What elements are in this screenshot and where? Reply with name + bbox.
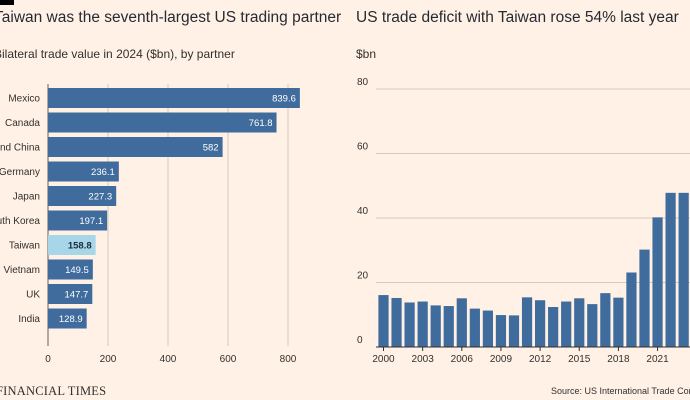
value-label: 839.6 [272, 94, 296, 105]
bar [600, 293, 611, 347]
x-tick-label: 400 [160, 354, 177, 365]
bar [574, 298, 585, 347]
bar [48, 235, 96, 255]
bar [48, 88, 300, 108]
bar [535, 300, 546, 347]
right-chart-title: US trade deficit with Taiwan rose 54% la… [356, 9, 679, 26]
bar [587, 304, 598, 347]
bar [495, 315, 507, 347]
trade-partners-bar-chart: 0 200 400 600 800 Mexico 839.6 Canada 761.8 Mainl… [0, 84, 300, 365]
value-label: 197.1 [79, 216, 103, 227]
bar [48, 161, 119, 182]
value-label: 236.1 [91, 167, 115, 178]
bar [613, 297, 624, 347]
bar [652, 217, 663, 347]
category-label: India [18, 314, 40, 325]
y-tick-label: 0 [357, 335, 363, 346]
bar [561, 301, 572, 347]
bar [626, 272, 637, 347]
source-note: Source: US International Trade Com [551, 386, 690, 396]
bar [482, 310, 493, 347]
x-tick-label: 2009 [490, 354, 513, 365]
x-tick-label: 200 [100, 354, 117, 365]
bar [48, 137, 223, 157]
bar [508, 315, 520, 347]
value-label: 147.7 [65, 290, 89, 301]
category-label: Mexico [8, 94, 40, 105]
right-chart-ylabel: $bn [356, 47, 377, 61]
x-tick-label: 2003 [412, 354, 435, 365]
x-tick-label: 800 [280, 354, 297, 365]
ft-corner-mark [0, 0, 14, 5]
y-tick-label: 60 [357, 142, 369, 153]
ft-logo-text: FINANCIAL TIMES [0, 384, 107, 398]
x-tick-label: 2006 [451, 354, 474, 365]
value-label: 582 [203, 143, 219, 154]
category-label: South Korea [0, 216, 40, 227]
bar [48, 112, 277, 133]
bar [469, 308, 480, 347]
bar [443, 306, 454, 347]
x-tick-label: 2000 [372, 354, 395, 365]
left-chart-subtitle: Bilateral trade value in 2024 ($bn), by … [0, 47, 235, 61]
value-label: 158.8 [68, 241, 92, 252]
category-label: Vietnam [3, 265, 40, 276]
bar [378, 295, 389, 347]
y-tick-label: 80 [357, 77, 369, 88]
bar [48, 308, 87, 329]
bar [48, 259, 93, 280]
y-tick-label: 40 [357, 206, 369, 217]
left-chart-title: Taiwan was the seventh-largest US tradin… [0, 9, 342, 26]
x-tick-label: 600 [220, 354, 237, 365]
value-label: 149.5 [65, 265, 89, 276]
category-label: Japan [13, 192, 40, 203]
value-label: 227.3 [88, 192, 112, 203]
category-label: Germany [0, 167, 40, 178]
category-label: Canada [5, 118, 40, 129]
bar [456, 298, 467, 347]
bar [665, 192, 676, 347]
category-label: UK [26, 290, 40, 301]
bar [48, 186, 117, 206]
bar [548, 307, 559, 347]
x-tick-label: 0 [45, 354, 51, 365]
x-tick-label: 2018 [607, 354, 630, 365]
bar [417, 301, 428, 347]
bar [430, 305, 441, 347]
bar [48, 284, 93, 304]
x-tick-label: 2012 [529, 354, 552, 365]
category-label: Taiwan [9, 241, 40, 252]
bar [521, 297, 533, 347]
category-label: Mainland China [0, 143, 40, 154]
bar [391, 297, 402, 347]
value-label: 761.8 [249, 118, 273, 129]
x-tick-label: 2015 [568, 354, 591, 365]
value-label: 128.9 [59, 314, 83, 325]
bar [404, 302, 415, 347]
bar [639, 249, 650, 347]
bar [678, 192, 689, 347]
x-tick-label: 2021 [646, 354, 669, 365]
y-tick-label: 20 [357, 271, 369, 282]
bar [48, 210, 108, 231]
